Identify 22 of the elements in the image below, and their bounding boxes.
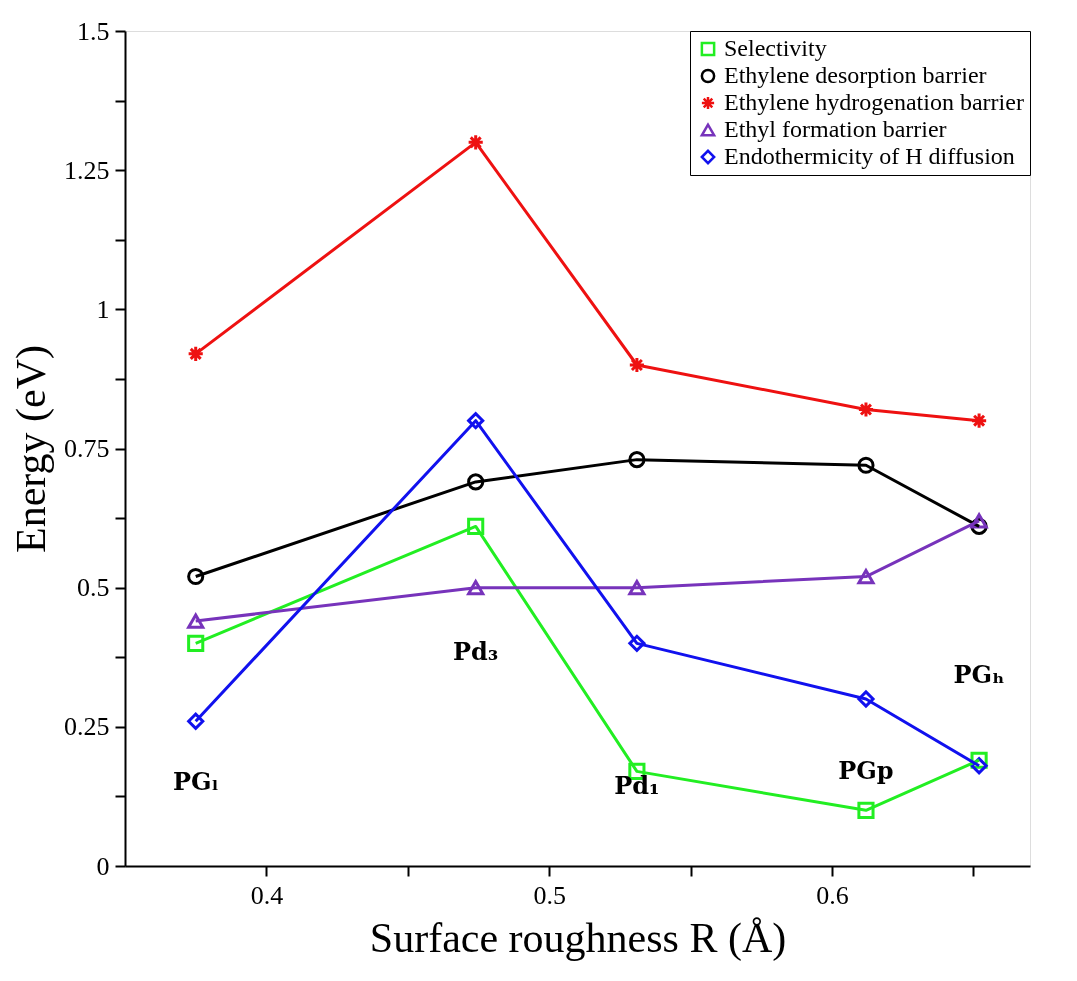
y-tick-label: 0.5 xyxy=(77,573,110,603)
y-tick-label: 0 xyxy=(96,851,110,881)
annotation: PGp xyxy=(838,755,894,785)
legend-label: Ethylene desorption barrier xyxy=(724,62,987,88)
legend-label: Ethylene hydrogenation barrier xyxy=(724,89,1024,115)
y-tick-label: 0.75 xyxy=(64,434,110,463)
y-tick-label: 1 xyxy=(96,294,110,324)
annotation: PGₗ xyxy=(172,766,219,796)
x-axis-title: Surface roughness R (Å) xyxy=(369,914,787,962)
x-tick-label: 0.6 xyxy=(816,880,849,910)
x-tick-label: 0.5 xyxy=(533,880,566,910)
y-tick-label: 1.25 xyxy=(64,155,110,185)
y-axis-title: Energy (eV) xyxy=(8,345,55,553)
annotation: Pd₃ xyxy=(453,637,499,667)
x-tick-label: 0.4 xyxy=(250,880,284,910)
annotation: PGₕ xyxy=(953,660,1005,690)
y-tick-label: 0.25 xyxy=(64,712,110,742)
annotation: Pd₁ xyxy=(614,770,660,800)
y-tick-label: 1.5 xyxy=(77,16,110,46)
legend-label: Endothermicity of H diffusion xyxy=(724,143,1015,169)
legend-label: Selectivity xyxy=(724,35,827,61)
legend-label: Ethyl formation barrier xyxy=(724,116,947,142)
